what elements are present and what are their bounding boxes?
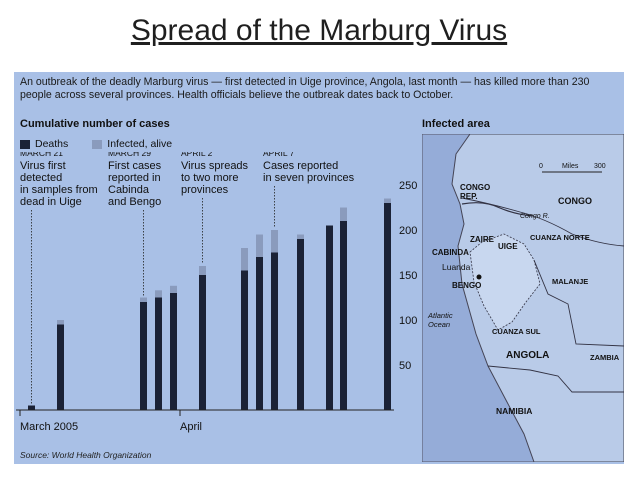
annotation-date: MARCH 21	[20, 152, 63, 158]
deaths-bar	[271, 252, 278, 410]
infected-bar	[340, 207, 347, 221]
deaths-bar	[241, 270, 248, 410]
map-label: CUANZA SUL	[492, 327, 541, 336]
infected-bar	[241, 248, 248, 271]
annotation-line: to two more	[181, 172, 238, 184]
infected-provinces	[469, 233, 541, 331]
deaths-bar	[57, 324, 64, 410]
congo-river	[461, 202, 533, 217]
infected-bar	[384, 198, 391, 203]
y-tick-label: 250	[399, 180, 417, 192]
map-label: ZAIRE	[470, 235, 495, 244]
map-label: ZAMBIA	[590, 353, 620, 362]
annotation-line: and Bengo	[108, 196, 161, 208]
map-label: Atlantic	[427, 311, 453, 320]
infected-bar	[57, 320, 64, 325]
annotation-line: detected	[20, 172, 62, 184]
map-label: CONGO	[460, 183, 490, 192]
annotation-line: First cases	[108, 160, 162, 172]
infected-bar	[170, 285, 177, 293]
annotation-line: Virus spreads	[181, 160, 249, 172]
map-label: CUANZA NORTE	[530, 233, 590, 242]
deaths-bar	[199, 275, 206, 410]
x-label-march: March 2005	[20, 421, 78, 433]
y-tick-label: 200	[399, 225, 417, 237]
infected-bar	[256, 234, 263, 257]
annotation-line: in samples from	[20, 184, 98, 196]
map-label: ANGOLA	[506, 350, 549, 361]
map-label: Luanda	[442, 262, 471, 272]
annotation-line: dead in Uige	[20, 196, 82, 208]
annotation-line: Cases reported	[263, 160, 338, 172]
deaths-bar	[384, 203, 391, 410]
chart-title: Cumulative number of cases	[20, 118, 170, 130]
y-tick-label: 50	[399, 360, 411, 372]
annotation-date: MARCH 29	[108, 152, 151, 158]
annotation-line: provinces	[181, 184, 229, 196]
scale-miles: Miles	[562, 163, 579, 170]
deaths-bar	[28, 405, 35, 410]
chart-legend: Deaths Infected, alive	[20, 138, 172, 150]
y-tick-label: 150	[399, 270, 417, 282]
map-label: NAMIBIA	[496, 406, 532, 416]
map-label: REP.	[460, 192, 478, 201]
infected-bar	[199, 266, 206, 275]
legend-infected: Infected, alive	[107, 138, 173, 150]
x-label-april: April	[180, 421, 202, 433]
scale-300: 300	[594, 163, 606, 170]
source-note: Source: World Health Organization	[20, 450, 152, 460]
map-label: BENGO	[452, 281, 481, 290]
map-label: CONGO	[558, 196, 592, 206]
annotation-date: APRIL 2	[181, 152, 213, 158]
infected-bar	[297, 234, 304, 239]
map-land	[451, 134, 624, 462]
map-label: CABINDA	[432, 248, 469, 257]
graphic-panel: An outbreak of the deadly Marburg virus …	[14, 72, 624, 464]
deaths-swatch	[20, 139, 30, 149]
infected-swatch	[92, 139, 103, 149]
slide-title: Spread of the Marburg Virus	[130, 14, 508, 47]
infected-bar	[271, 230, 278, 253]
intro-text: An outbreak of the deadly Marburg virus …	[20, 76, 590, 101]
border-namibia	[487, 365, 624, 393]
border-zambia	[533, 259, 624, 347]
map-label: UIGE	[498, 242, 518, 251]
map-title: Infected area	[422, 118, 490, 130]
map-label: MALANJE	[552, 277, 588, 286]
map-label: Ocean	[428, 320, 450, 329]
deaths-bar	[140, 302, 147, 410]
infected-bar	[155, 290, 162, 298]
deaths-bar	[326, 225, 333, 410]
scale-zero: 0	[539, 163, 543, 170]
annotation-date: APRIL 7	[263, 152, 295, 158]
deaths-bar	[256, 257, 263, 410]
infected-bar	[140, 297, 147, 302]
y-tick-label: 100	[399, 315, 417, 327]
annotation-line: Cabinda	[108, 184, 150, 196]
annotation-line: Virus first	[20, 160, 66, 172]
annotation-line: in seven provinces	[263, 172, 355, 184]
legend-deaths: Deaths	[35, 138, 69, 150]
luanda-marker	[476, 274, 482, 280]
deaths-bar	[297, 239, 304, 410]
deaths-bar	[340, 221, 347, 410]
deaths-bar	[155, 297, 162, 410]
deaths-bar	[170, 293, 177, 410]
annotation-line: reported in	[108, 172, 161, 184]
map-label: Congo R.	[520, 213, 550, 220]
